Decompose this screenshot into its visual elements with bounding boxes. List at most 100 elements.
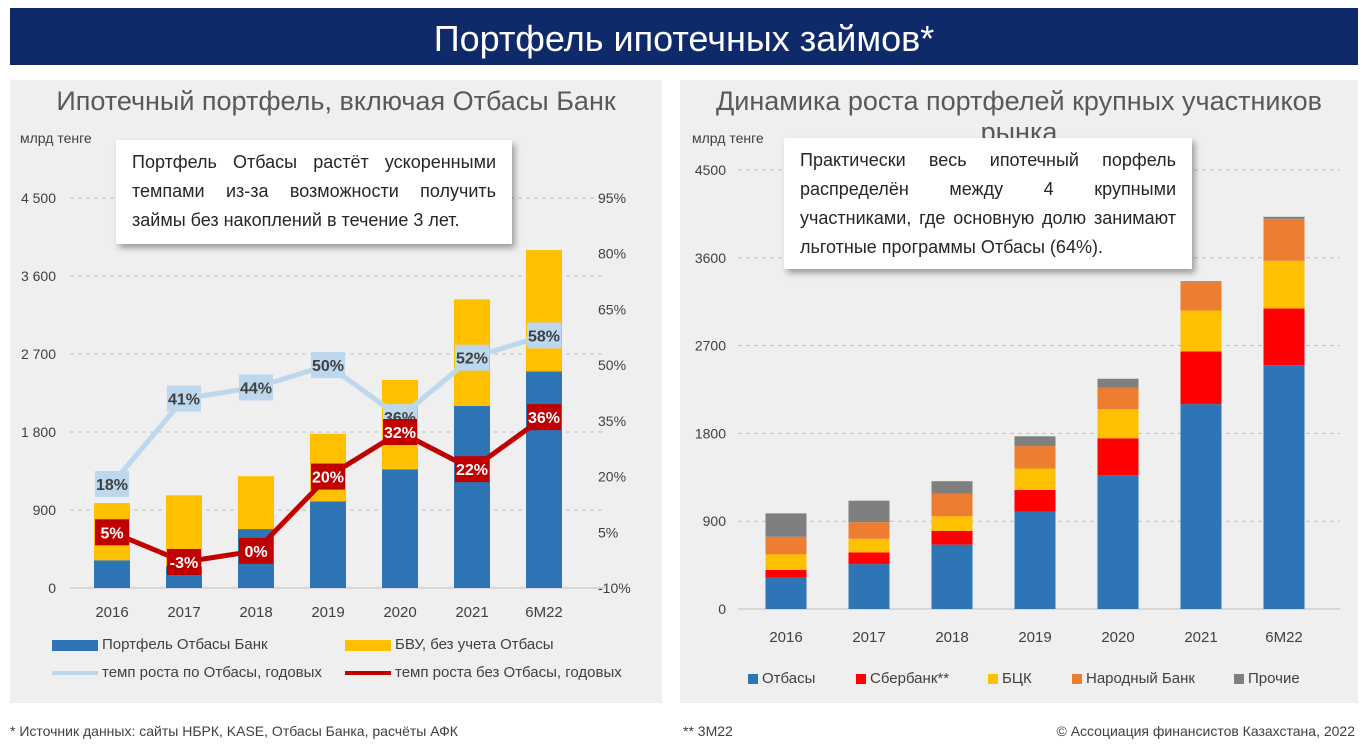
bar-otbasy-portfolio bbox=[382, 469, 418, 588]
data-label-growth-excl-otbasy-box bbox=[527, 404, 561, 431]
data-label-otbasy-growth: 52% bbox=[456, 351, 488, 368]
data-label-growth-excl-otbasy: 20% bbox=[312, 470, 344, 487]
y-tick-label: 4 500 bbox=[21, 190, 56, 206]
x-tick-label: 6M22 bbox=[525, 604, 563, 621]
bar-halyk bbox=[931, 493, 973, 517]
legend-item-bck: БЦК bbox=[988, 670, 1032, 687]
bar-otbasy-portfolio bbox=[310, 501, 346, 588]
bar-bck bbox=[848, 538, 890, 553]
legend-item-otbasy-growth: темп роста по Отбасы, годовых bbox=[52, 664, 322, 681]
y2-tick-label: 20% bbox=[598, 469, 626, 485]
y-tick-label: 0 bbox=[48, 580, 56, 596]
data-label-growth-excl-otbasy: 22% bbox=[456, 462, 488, 479]
footer-copyright: © Ассоциация финансистов Казахстана, 202… bbox=[1056, 723, 1355, 739]
left-callout-line: займы без накоплений в течение 3 лет. bbox=[132, 210, 460, 230]
bar-sberbank bbox=[1263, 308, 1305, 366]
x-tick-label: 2019 bbox=[1018, 629, 1051, 646]
right-y-axis-unit: млрд тенге bbox=[692, 130, 764, 146]
y2-tick-label: -10% bbox=[598, 580, 631, 596]
legend-item-halyk: Народный Банк bbox=[1072, 670, 1195, 687]
right-chart-panel: Динамика роста портфелей крупных участни… bbox=[680, 80, 1358, 703]
data-label-otbasy-growth-box bbox=[455, 344, 489, 371]
data-label-otbasy-growth: 18% bbox=[96, 477, 128, 494]
data-label-otbasy-growth-box bbox=[239, 374, 273, 401]
y-tick-label: 4500 bbox=[695, 162, 726, 178]
x-tick-label: 2017 bbox=[852, 629, 885, 646]
y-tick-label: 2 700 bbox=[21, 346, 56, 362]
left-callout-line: Портфель Отбасы растёт ускоренными bbox=[132, 152, 496, 172]
left-callout: Портфель Отбасы растёт ускоренными темпа… bbox=[116, 140, 512, 244]
x-tick-label: 2021 bbox=[1184, 629, 1217, 646]
data-label-growth-excl-otbasy: -3% bbox=[170, 555, 198, 572]
legend-swatch bbox=[345, 639, 391, 651]
page-title: Портфель ипотечных займов* bbox=[433, 18, 935, 59]
bar-sberbank bbox=[1097, 438, 1139, 476]
data-label-growth-excl-otbasy-box bbox=[383, 419, 417, 445]
x-tick-label: 2019 bbox=[311, 604, 344, 621]
bar-halyk bbox=[1097, 387, 1139, 410]
legend-item-otbasy-portfolio: Портфель Отбасы Банк bbox=[52, 636, 268, 653]
bar-halyk bbox=[848, 522, 890, 539]
bar-sberbank bbox=[848, 552, 890, 565]
bar-bck bbox=[1263, 260, 1305, 309]
legend-label: Отбасы bbox=[762, 670, 816, 687]
data-label-otbasy-growth: 58% bbox=[528, 328, 560, 345]
bar-sberbank bbox=[1180, 351, 1222, 405]
bar-other bbox=[1097, 378, 1139, 388]
y2-tick-label: 50% bbox=[598, 357, 626, 373]
legend-item-otbasy: Отбасы bbox=[748, 670, 815, 687]
y2-tick-label: 35% bbox=[598, 413, 626, 429]
bar-otbasy bbox=[1180, 404, 1222, 609]
x-tick-label: 2016 bbox=[769, 629, 802, 646]
right-chart-plot: 0 900 1800 2700 3600 4500 2016 2017 2018 2019 2020… bbox=[695, 162, 1340, 646]
y2-tick-label: 95% bbox=[598, 190, 626, 206]
data-label-growth-excl-otbasy-box bbox=[455, 456, 489, 483]
bar-other bbox=[848, 500, 890, 523]
y-tick-label: 3 600 bbox=[21, 268, 56, 284]
legend-swatch bbox=[345, 671, 391, 676]
x-tick-label: 2016 bbox=[95, 604, 128, 621]
x-tick-label: 2017 bbox=[167, 604, 200, 621]
bar-sberbank bbox=[931, 530, 973, 545]
right-callout: Практически весь ипотечный порфель распр… bbox=[784, 138, 1192, 269]
x-tick-label: 2018 bbox=[935, 629, 968, 646]
data-label-otbasy-growth-box bbox=[95, 471, 129, 497]
data-label-otbasy-growth: 41% bbox=[168, 392, 200, 409]
x-tick-label: 2018 bbox=[239, 604, 272, 621]
y-tick-label: 3600 bbox=[695, 250, 726, 266]
bar-other bbox=[765, 513, 807, 537]
y2-tick-label: 5% bbox=[598, 524, 618, 540]
legend-item-sberbank: Сбербанк** bbox=[856, 670, 949, 687]
bar-halyk bbox=[1263, 218, 1305, 261]
bar-otbasy bbox=[848, 564, 890, 609]
legend-label: Народный Банк bbox=[1086, 670, 1195, 687]
bar-bck bbox=[931, 516, 973, 531]
legend-swatch bbox=[1072, 674, 1082, 685]
legend-item-other: Прочие bbox=[1234, 670, 1300, 687]
bar-otbasy-portfolio bbox=[454, 406, 490, 588]
legend-item-growth-excl-otbasy: темп роста без Отбасы, годовых bbox=[345, 664, 622, 681]
bar-halyk bbox=[1014, 446, 1056, 469]
right-callout-line: Практически весь ипотечный порфель bbox=[800, 150, 1176, 170]
bar-other bbox=[1014, 436, 1056, 447]
legend-label: БВУ, без учета Отбасы bbox=[395, 636, 554, 653]
y-tick-label: 0 bbox=[718, 601, 726, 617]
bar-otbasy bbox=[1263, 365, 1305, 609]
legend-swatch bbox=[988, 674, 998, 685]
legend-label: Сбербанк** bbox=[870, 670, 950, 687]
data-label-growth-excl-otbasy: 5% bbox=[100, 525, 123, 542]
y2-tick-label: 80% bbox=[598, 246, 626, 262]
bar-sberbank bbox=[765, 569, 807, 578]
bar-other bbox=[1263, 216, 1305, 219]
footer-note: ** 3M22 bbox=[683, 723, 733, 739]
legend-label: Портфель Отбасы Банк bbox=[102, 636, 268, 653]
data-label-growth-excl-otbasy: 36% bbox=[528, 410, 560, 427]
right-callout-line: льготные программы Отбасы (64%). bbox=[800, 237, 1103, 257]
left-y-axis-unit: млрд тенге bbox=[20, 130, 92, 146]
bar-other bbox=[931, 481, 973, 494]
x-tick-label: 2020 bbox=[1101, 629, 1134, 646]
bar-sberbank bbox=[1014, 489, 1056, 512]
data-label-otbasy-growth: 50% bbox=[312, 358, 344, 375]
bar-halyk bbox=[765, 536, 807, 555]
bar-other bbox=[1180, 281, 1222, 283]
